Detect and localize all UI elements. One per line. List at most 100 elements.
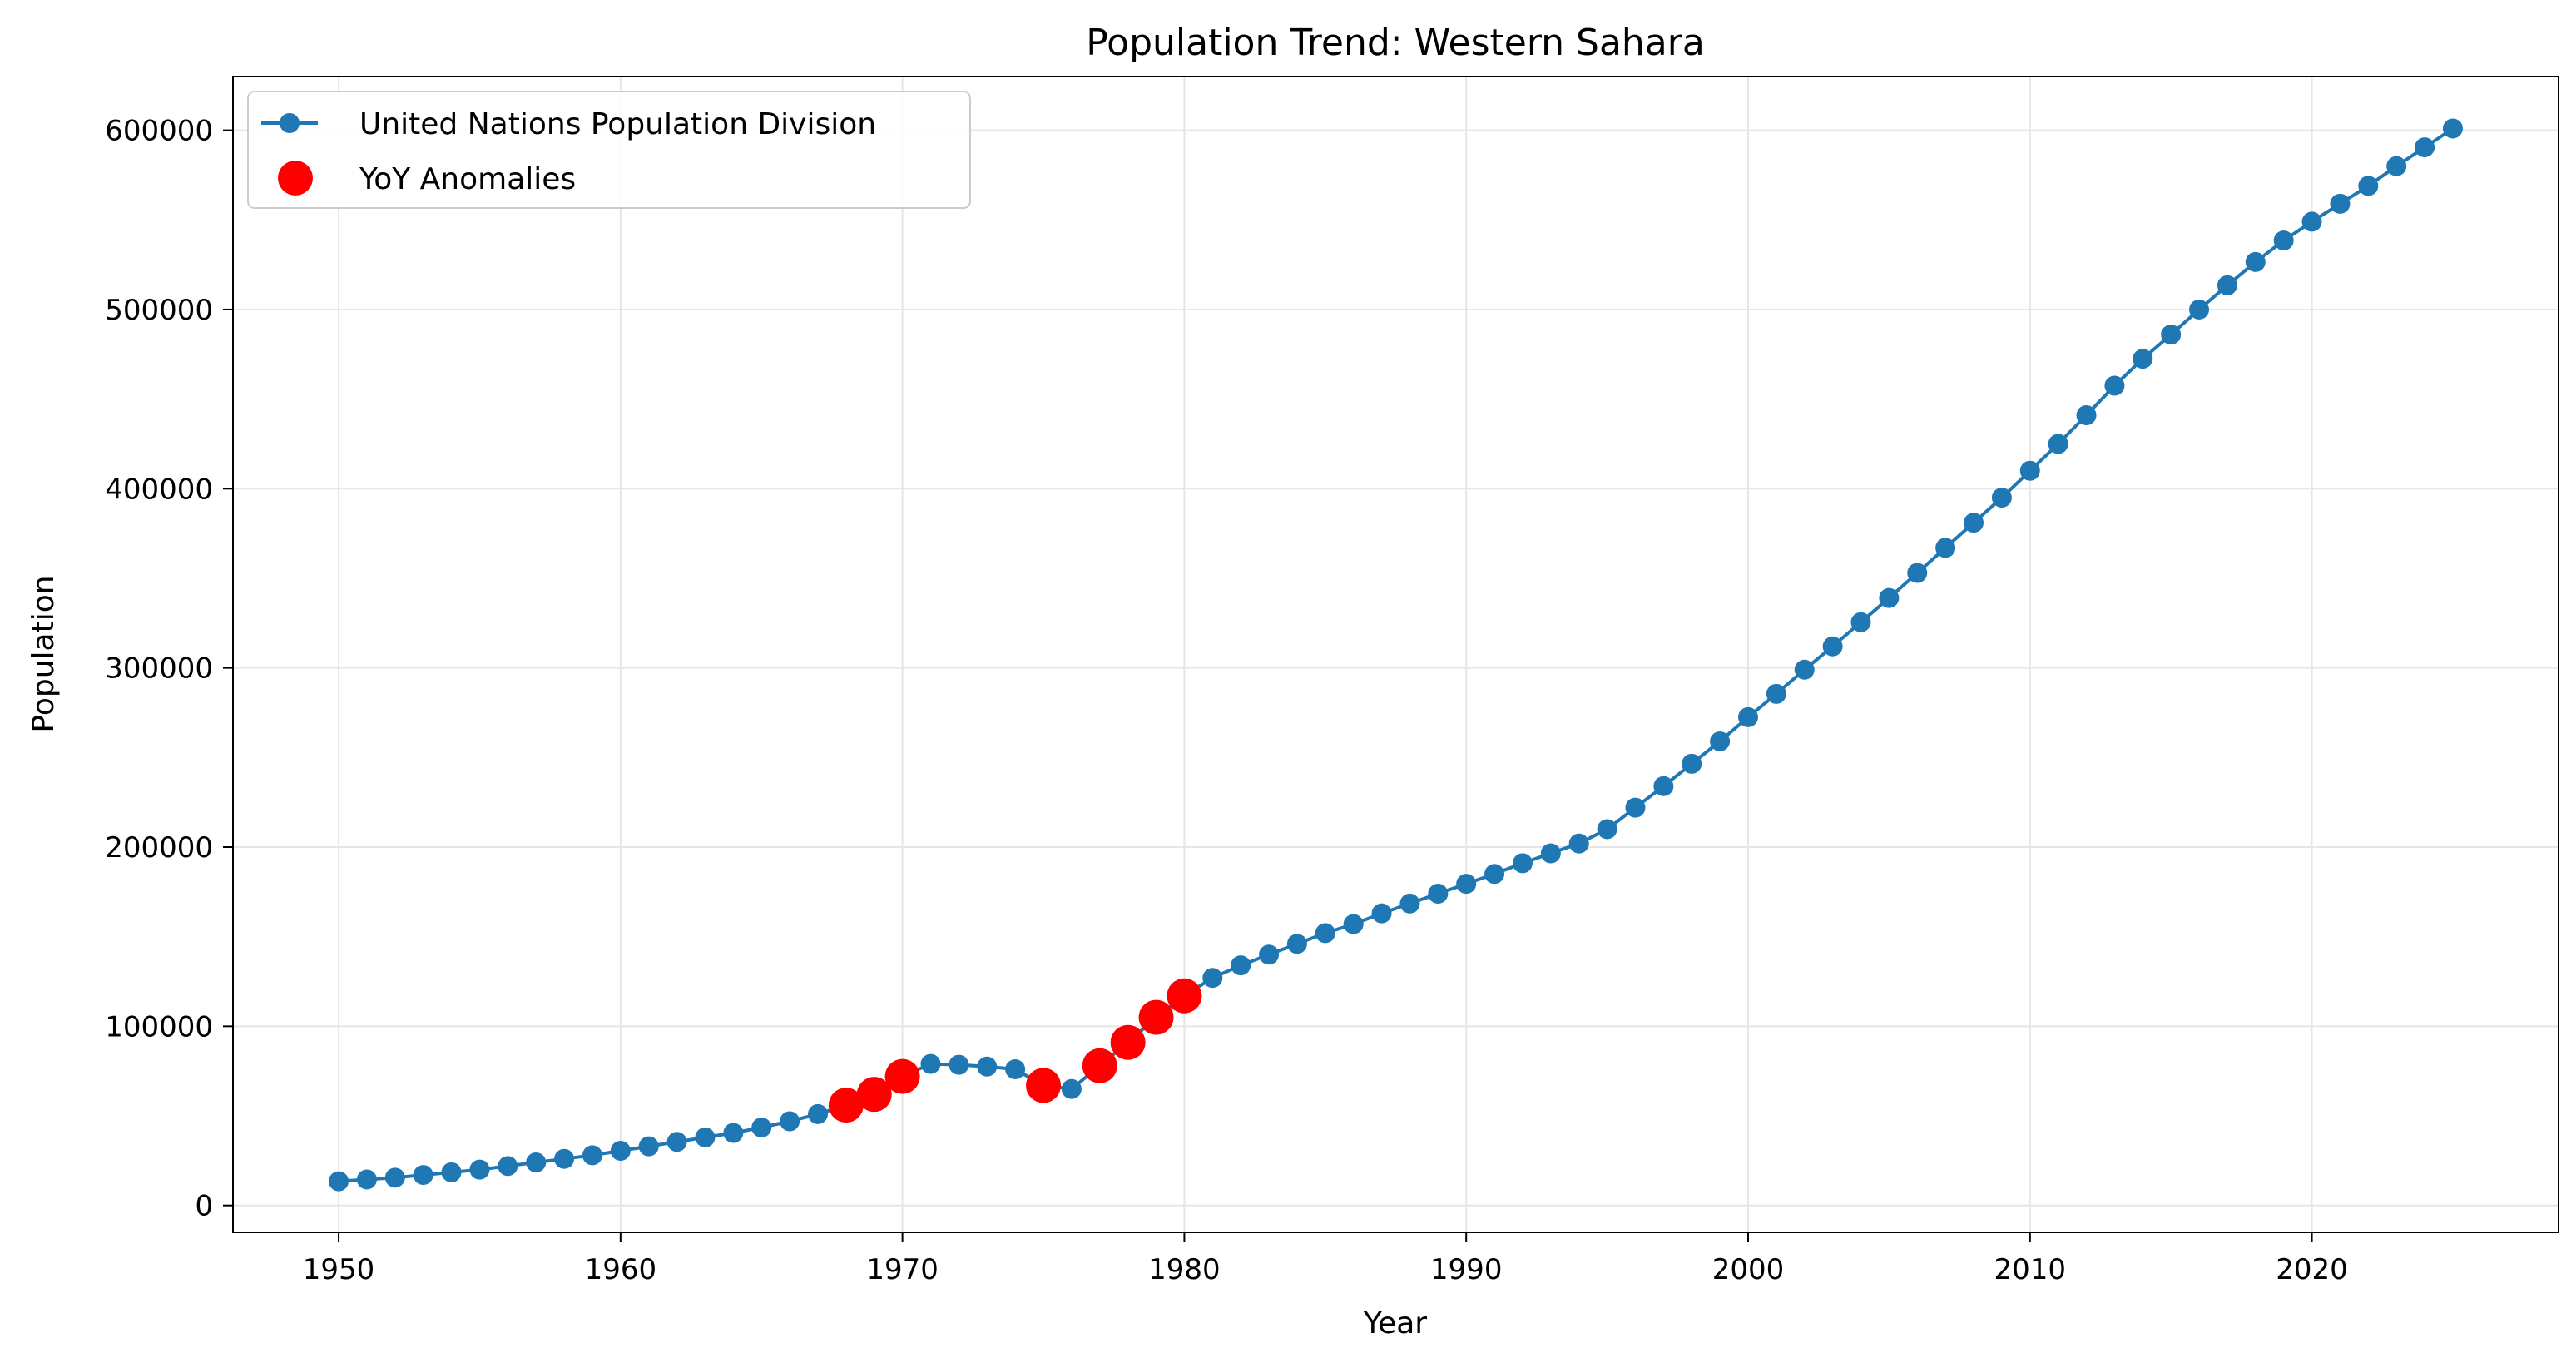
y-tick-label: 500000 [105,294,213,327]
anomaly-point [828,1088,864,1123]
population-point [582,1145,602,1166]
population-point [2273,230,2294,251]
population-point [469,1159,490,1180]
population-point [2161,325,2182,345]
anomaly-point [856,1077,892,1113]
population-point [1794,659,1815,680]
population-point [329,1171,349,1192]
x-axis-label: Year [1363,1306,1427,1341]
anomaly-point [1082,1048,1117,1083]
x-tick-label: 1990 [1430,1253,1503,1286]
grid [233,77,2559,1232]
anomaly-point [1026,1068,1062,1103]
population-point [638,1136,659,1157]
population-point [384,1167,405,1188]
population-point [1568,833,1589,854]
anomaly-point [1167,978,1202,1014]
y-tick-label: 0 [195,1190,213,1223]
population-point [949,1054,969,1075]
population-point [751,1118,772,1138]
y-axis-label: Population [27,575,61,732]
population-point [554,1148,575,1169]
population-point [1766,683,1786,704]
x-tick-label: 1980 [1148,1253,1221,1286]
y-tick-label: 600000 [105,115,213,148]
chart-title: Population Trend: Western Sahara [1086,22,1705,64]
population-point [1512,853,1533,874]
population-point [1879,587,1900,608]
population-point [1540,843,1561,864]
population-point [1822,636,1843,657]
population-point [1935,538,1956,558]
population-line [338,126,2455,1183]
population-point [1428,883,1449,904]
population-point [2048,434,2068,454]
legend-anomaly-swatch [278,161,313,196]
population-point [498,1156,518,1177]
legend: United Nations Population Division YoY A… [247,91,971,209]
x-tick-label: 1970 [866,1253,939,1286]
population-point [2189,299,2210,320]
population-point [1005,1059,1026,1080]
population-point [2019,460,2040,481]
population-point [2104,375,2125,396]
population-point [2301,211,2322,232]
population-point [1315,923,1335,944]
population-point [2415,137,2435,158]
population-point [1907,563,1928,583]
population-point [723,1123,744,1143]
population-point [1061,1078,1082,1099]
y-tick-label: 200000 [105,831,213,865]
y-tick-label: 300000 [105,652,213,686]
population-point [1991,488,2012,508]
population-point [695,1127,716,1147]
population-point [526,1152,547,1173]
population-point [1850,612,1871,632]
population-point [977,1056,998,1077]
legend-label-anomalies: YoY Anomalies [359,162,576,196]
population-point [1286,934,1307,954]
population-point [1597,819,1617,840]
legend-box [247,91,971,209]
series-layer [329,118,2463,1192]
population-point [1484,864,1505,885]
population-point [1202,968,1223,989]
population-point [2358,176,2379,196]
population-point [2442,118,2463,139]
population-point [1710,731,1731,751]
y-tick-label: 100000 [105,1010,213,1043]
x-tick-label: 2020 [2276,1253,2348,1286]
population-point [2133,349,2153,369]
legend-label-series: United Nations Population Division [359,107,876,141]
x-tick-label: 1960 [585,1253,657,1286]
population-point [1231,955,1251,976]
population-point [1259,944,1280,965]
y-tick-label: 400000 [105,473,213,506]
population-point [1625,797,1646,818]
population-point [1371,903,1392,924]
x-tick-label: 2000 [1712,1253,1785,1286]
population-point [2076,405,2097,426]
population-point [920,1053,941,1074]
x-tick-label: 1950 [303,1253,375,1286]
population-point [1343,914,1364,934]
population-point [1399,893,1420,914]
population-point [610,1141,631,1162]
population-point [2386,156,2407,176]
population-point [1682,753,1702,774]
anomaly-point [1138,999,1174,1035]
population-point [1737,706,1758,727]
ticks: 1950 1960 1970 1980 1990 2000 2010 2020 0 100000 2… [105,115,2348,1286]
population-point [441,1162,462,1182]
population-point [2245,251,2266,272]
legend-marker-swatch [280,113,300,133]
plot-frame [232,76,2559,1233]
population-point [1964,513,1984,533]
population-point [2330,193,2351,214]
x-tick-label: 2010 [1994,1253,2067,1286]
population-point [413,1165,433,1186]
population-point [2217,275,2237,295]
anomaly-point [1110,1024,1146,1060]
